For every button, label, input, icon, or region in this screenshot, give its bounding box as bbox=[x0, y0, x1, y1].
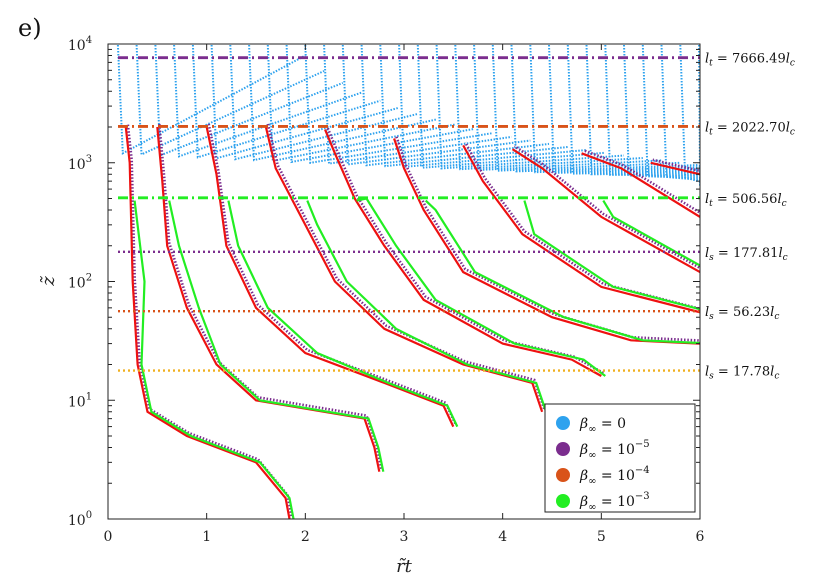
series-3-curve bbox=[523, 200, 700, 311]
series-0-streak bbox=[566, 44, 700, 175]
series-2-curve bbox=[393, 138, 700, 345]
series-1-curve bbox=[126, 123, 293, 517]
x-tick-label: 1 bbox=[202, 529, 211, 545]
series-1-curve bbox=[207, 123, 457, 425]
x-tick-label: 0 bbox=[104, 529, 113, 545]
series-0-streak bbox=[548, 44, 700, 174]
series-0-streak bbox=[360, 44, 550, 167]
series-0-streak bbox=[604, 44, 700, 176]
series-0-streak bbox=[623, 44, 700, 178]
series-1-curve bbox=[325, 126, 604, 375]
series-0-streak bbox=[323, 44, 512, 165]
series-0-streak bbox=[679, 44, 700, 183]
series-0-streak bbox=[379, 44, 568, 168]
series-0-streak bbox=[341, 44, 531, 166]
y-tick-label: 102 bbox=[68, 273, 92, 292]
legend-label: β∞ = 10−4 bbox=[579, 465, 650, 487]
legend-marker bbox=[556, 442, 570, 456]
legend: β∞ = 0 β∞ = 10−5 β∞ = 10−4 β∞ = 10−3 bbox=[544, 403, 696, 513]
series-0-streak bbox=[510, 44, 700, 173]
y-tick-label: 100 bbox=[68, 510, 92, 529]
series-2-curve bbox=[205, 126, 455, 428]
series-3-curve bbox=[168, 200, 385, 472]
reference-label: lt = 2022.70lc bbox=[705, 120, 795, 137]
series-0-streak bbox=[266, 44, 456, 163]
x-tick-label: 2 bbox=[301, 529, 310, 545]
series-0-streak bbox=[304, 44, 493, 164]
legend-box bbox=[544, 403, 696, 513]
series-2-curve bbox=[511, 148, 700, 274]
x-tick-label: 4 bbox=[498, 529, 507, 545]
series-0-streak bbox=[173, 44, 362, 158]
x-axis-label: r̃t bbox=[396, 556, 413, 577]
curve-layer bbox=[116, 44, 700, 519]
series-0-streak bbox=[435, 44, 625, 170]
series-0-streak bbox=[473, 44, 662, 172]
series-2-curve bbox=[462, 144, 700, 314]
series-3-curve bbox=[227, 200, 459, 428]
reference-labels: lt = 7666.49lc lt = 2022.70lc lt = 506.56l… bbox=[705, 52, 795, 382]
series-3-curve bbox=[356, 197, 606, 377]
y-axis-label: z̃ bbox=[38, 276, 59, 287]
x-tick-label: 5 bbox=[597, 529, 606, 545]
series-2-curve bbox=[581, 152, 700, 218]
series-0-streak bbox=[154, 44, 344, 157]
y-tick-label: 103 bbox=[68, 154, 92, 173]
legend-marker bbox=[556, 468, 570, 482]
series-0-streak bbox=[285, 44, 475, 164]
series-0-streak bbox=[585, 44, 700, 176]
reference-label: lt = 506.56lc bbox=[705, 192, 787, 209]
series-1-curve bbox=[158, 123, 383, 469]
series-3-curve bbox=[133, 200, 295, 519]
series-1-curve bbox=[583, 149, 700, 215]
series-0-streak bbox=[660, 44, 700, 181]
series-0-streak bbox=[135, 44, 325, 156]
series-1-curve bbox=[266, 123, 546, 410]
series-0-streak bbox=[191, 44, 381, 159]
series-1-curve bbox=[394, 135, 700, 342]
series-3-curve bbox=[602, 200, 700, 267]
legend-label: β∞ = 0 bbox=[579, 416, 626, 435]
series-0-streak bbox=[641, 44, 700, 180]
series-2-curve bbox=[324, 129, 602, 377]
series-0-streak bbox=[116, 44, 306, 155]
series-3-curve bbox=[424, 199, 700, 345]
series-1-curve bbox=[513, 145, 700, 270]
reference-label: ls = 17.78lc bbox=[705, 365, 779, 382]
x-tick-label: 6 bbox=[696, 529, 705, 545]
legend-label: β∞ = 10−3 bbox=[579, 491, 650, 513]
x-axis: 0 1 2 3 4 5 6 bbox=[104, 44, 705, 545]
series-0-streak bbox=[248, 44, 437, 162]
series-0-streak bbox=[229, 44, 419, 161]
reference-label: lt = 7666.49lc bbox=[705, 52, 795, 69]
series-0-streak bbox=[529, 44, 700, 174]
reference-line-layer bbox=[118, 56, 700, 372]
series-2-curve bbox=[156, 126, 381, 472]
y-tick-label: 104 bbox=[68, 35, 92, 54]
legend-marker bbox=[556, 416, 570, 430]
panel-label: e) bbox=[18, 14, 42, 42]
legend-marker bbox=[556, 494, 570, 508]
x-tick-label: 3 bbox=[400, 529, 409, 545]
series-3-curve bbox=[306, 200, 548, 413]
series-2-curve bbox=[650, 161, 700, 176]
series-0-streak bbox=[454, 44, 643, 171]
reference-label: ls = 56.23lc bbox=[705, 305, 779, 322]
reference-label: ls = 177.81lc bbox=[705, 246, 788, 263]
series-2-curve bbox=[124, 126, 291, 519]
series-0-streak bbox=[398, 44, 587, 168]
legend-label: β∞ = 10−5 bbox=[579, 439, 650, 461]
y-tick-label: 101 bbox=[68, 391, 92, 410]
